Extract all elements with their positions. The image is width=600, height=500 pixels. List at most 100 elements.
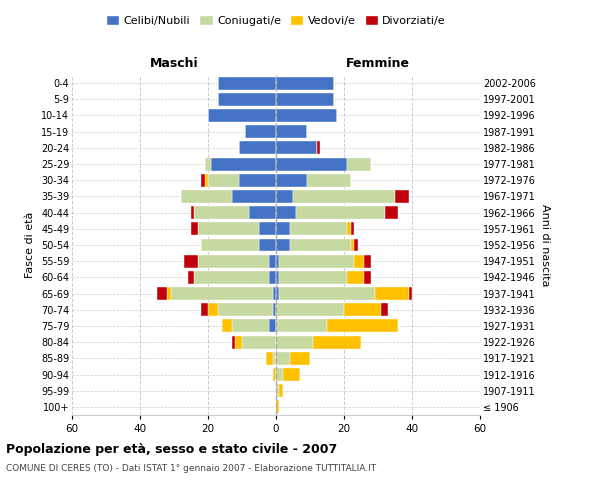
Bar <box>272 287 276 300</box>
Bar <box>205 174 208 186</box>
Bar <box>221 320 232 332</box>
Bar <box>181 190 232 203</box>
Bar <box>290 352 310 365</box>
Bar <box>259 238 276 252</box>
Bar <box>385 206 398 219</box>
Bar <box>283 368 300 381</box>
Bar <box>276 320 327 332</box>
Bar <box>276 125 307 138</box>
Bar <box>232 320 269 332</box>
Bar <box>276 254 280 268</box>
Bar <box>276 287 280 300</box>
Bar <box>269 320 276 332</box>
Bar <box>347 271 364 284</box>
Bar <box>239 174 276 186</box>
Bar <box>218 304 272 316</box>
Bar <box>327 320 398 332</box>
Bar <box>296 206 385 219</box>
Bar <box>276 238 290 252</box>
Text: Maschi: Maschi <box>149 57 199 70</box>
Bar <box>272 304 276 316</box>
Bar <box>276 368 283 381</box>
Bar <box>239 142 276 154</box>
Bar <box>191 206 194 219</box>
Bar <box>280 384 283 397</box>
Bar <box>276 222 290 235</box>
Bar <box>351 238 354 252</box>
Bar <box>276 271 280 284</box>
Bar <box>276 206 296 219</box>
Bar <box>188 271 194 284</box>
Bar <box>354 238 358 252</box>
Bar <box>235 336 242 348</box>
Bar <box>232 190 276 203</box>
Bar <box>276 336 313 348</box>
Bar <box>269 271 276 284</box>
Bar <box>290 238 351 252</box>
Bar <box>276 93 334 106</box>
Bar <box>232 336 235 348</box>
Bar <box>272 368 276 381</box>
Bar <box>276 174 307 186</box>
Y-axis label: Fasce di età: Fasce di età <box>25 212 35 278</box>
Text: Femmine: Femmine <box>346 57 410 70</box>
Text: Popolazione per età, sesso e stato civile - 2007: Popolazione per età, sesso e stato civil… <box>6 442 337 456</box>
Bar <box>280 254 354 268</box>
Bar <box>266 352 272 365</box>
Bar <box>269 254 276 268</box>
Text: COMUNE DI CERES (TO) - Dati ISTAT 1° gennaio 2007 - Elaborazione TUTTITALIA.IT: COMUNE DI CERES (TO) - Dati ISTAT 1° gen… <box>6 464 376 473</box>
Bar <box>259 222 276 235</box>
Bar <box>249 206 276 219</box>
Bar <box>208 304 218 316</box>
Bar <box>194 271 269 284</box>
Bar <box>184 254 198 268</box>
Bar <box>354 254 364 268</box>
Bar <box>245 125 276 138</box>
Bar <box>198 222 259 235</box>
Bar <box>280 287 374 300</box>
Bar <box>198 254 269 268</box>
Bar <box>211 158 276 170</box>
Bar <box>201 304 208 316</box>
Bar <box>157 287 167 300</box>
Bar <box>242 336 276 348</box>
Bar <box>395 190 409 203</box>
Bar <box>307 174 351 186</box>
Bar <box>290 222 347 235</box>
Bar <box>364 271 371 284</box>
Bar <box>191 222 198 235</box>
Bar <box>208 174 239 186</box>
Bar <box>205 158 211 170</box>
Bar <box>272 352 276 365</box>
Legend: Celibi/Nubili, Coniugati/e, Vedovi/e, Divorziati/e: Celibi/Nubili, Coniugati/e, Vedovi/e, Di… <box>101 10 451 30</box>
Bar <box>276 109 337 122</box>
Bar <box>276 400 280 413</box>
Bar <box>276 352 290 365</box>
Bar <box>276 76 334 90</box>
Bar <box>201 174 205 186</box>
Bar <box>276 384 280 397</box>
Bar <box>317 142 320 154</box>
Bar <box>409 287 412 300</box>
Bar <box>167 287 170 300</box>
Bar <box>280 271 347 284</box>
Bar <box>351 222 354 235</box>
Bar <box>218 93 276 106</box>
Bar <box>276 190 293 203</box>
Bar <box>364 254 371 268</box>
Bar <box>313 336 361 348</box>
Bar <box>208 109 276 122</box>
Bar <box>170 287 272 300</box>
Bar <box>276 158 347 170</box>
Bar <box>347 158 371 170</box>
Bar <box>201 238 259 252</box>
Bar <box>293 190 395 203</box>
Bar <box>276 142 317 154</box>
Bar <box>344 304 382 316</box>
Bar <box>218 76 276 90</box>
Bar <box>276 304 344 316</box>
Y-axis label: Anni di nascita: Anni di nascita <box>539 204 550 286</box>
Bar <box>347 222 351 235</box>
Bar <box>194 206 249 219</box>
Bar <box>374 287 409 300</box>
